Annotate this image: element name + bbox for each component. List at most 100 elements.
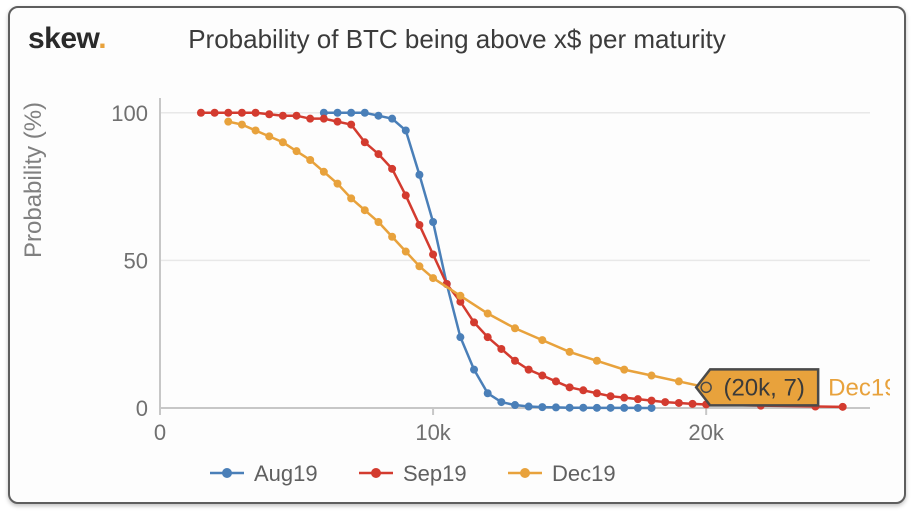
y-tick-label: 0	[136, 396, 148, 421]
series-marker-Dec19	[306, 156, 314, 164]
series-marker-Dec19	[566, 348, 574, 356]
y-axis-label: Probability (%)	[20, 102, 48, 258]
series-marker-Sep19	[388, 165, 396, 173]
series-marker-Aug19	[497, 398, 505, 406]
y-tick-label: 50	[124, 248, 148, 273]
series-marker-Aug19	[361, 109, 369, 117]
series-marker-Sep19	[224, 109, 232, 117]
series-marker-Dec19	[374, 218, 382, 226]
series-marker-Aug19	[620, 404, 628, 412]
series-marker-Dec19	[456, 292, 464, 300]
series-marker-Dec19	[224, 118, 232, 126]
series-marker-Sep19	[648, 397, 656, 405]
series-marker-Aug19	[402, 126, 410, 134]
series-marker-Aug19	[566, 404, 574, 412]
series-marker-Sep19	[538, 372, 546, 380]
chart-title: Probability of BTC being above x$ per ma…	[10, 24, 904, 55]
callout-series-label: Dec19	[828, 374, 890, 401]
series-marker-Sep19	[197, 109, 205, 117]
series-marker-Sep19	[552, 377, 560, 385]
series-marker-Aug19	[579, 404, 587, 412]
series-marker-Sep19	[497, 345, 505, 353]
series-marker-Dec19	[429, 274, 437, 282]
series-marker-Sep19	[415, 221, 423, 229]
series-marker-Sep19	[361, 138, 369, 146]
series-marker-Sep19	[661, 398, 669, 406]
series-marker-Sep19	[306, 115, 314, 123]
series-marker-Aug19	[484, 389, 492, 397]
series-marker-Dec19	[238, 121, 246, 129]
series-marker-Aug19	[648, 404, 656, 412]
series-marker-Sep19	[265, 110, 273, 118]
legend-marker-Dec19	[520, 468, 530, 478]
series-marker-Sep19	[334, 118, 342, 126]
legend-label-Dec19[interactable]: Dec19	[552, 461, 616, 486]
chart-card: skew. Probability of BTC being above x$ …	[8, 6, 906, 504]
series-marker-Dec19	[675, 377, 683, 385]
x-tick-label: 20k	[688, 420, 724, 445]
series-marker-Aug19	[388, 115, 396, 123]
callout-marker	[701, 382, 711, 392]
callout-value: (20k, 7)	[723, 374, 804, 401]
series-marker-Sep19	[470, 318, 478, 326]
series-line-Dec19	[228, 122, 706, 388]
series-marker-Sep19	[279, 112, 287, 120]
chart-area: 0 50 100 0 10k 20k (20k, 7) Dec19 Aug19 Sep19 Dec1…	[70, 68, 890, 498]
series-marker-Dec19	[252, 126, 260, 134]
series-marker-Dec19	[293, 147, 301, 155]
series-marker-Aug19	[374, 112, 382, 120]
series-marker-Aug19	[415, 171, 423, 179]
series-marker-Dec19	[347, 194, 355, 202]
series-marker-Sep19	[293, 112, 301, 120]
series-marker-Sep19	[566, 383, 574, 391]
series-marker-Dec19	[648, 372, 656, 380]
series-marker-Aug19	[538, 403, 546, 411]
series-marker-Sep19	[402, 191, 410, 199]
series-marker-Sep19	[429, 250, 437, 258]
series-marker-Sep19	[579, 386, 587, 394]
series-marker-Dec19	[593, 357, 601, 365]
series-marker-Aug19	[334, 109, 342, 117]
series-marker-Sep19	[511, 357, 519, 365]
series-marker-Aug19	[470, 366, 478, 374]
series-marker-Aug19	[552, 403, 560, 411]
series-marker-Dec19	[388, 233, 396, 241]
series-marker-Aug19	[607, 404, 615, 412]
series-marker-Dec19	[279, 138, 287, 146]
series-marker-Sep19	[689, 400, 697, 408]
legend-label-Aug19[interactable]: Aug19	[254, 461, 318, 486]
series-marker-Dec19	[415, 262, 423, 270]
series-marker-Aug19	[634, 404, 642, 412]
legend-marker-Aug19	[222, 468, 232, 478]
legend-label-Sep19[interactable]: Sep19	[403, 461, 467, 486]
chart-svg: 0 50 100 0 10k 20k (20k, 7) Dec19 Aug19 Sep19 Dec1…	[70, 68, 890, 498]
series-marker-Sep19	[347, 121, 355, 129]
series-marker-Dec19	[538, 336, 546, 344]
series-marker-Sep19	[634, 395, 642, 403]
series-marker-Dec19	[265, 132, 273, 140]
x-tick-label: 10k	[415, 420, 451, 445]
series-marker-Aug19	[593, 404, 601, 412]
series-marker-Sep19	[252, 109, 260, 117]
series-marker-Dec19	[402, 248, 410, 256]
series-marker-Dec19	[361, 206, 369, 214]
series-marker-Sep19	[620, 394, 628, 402]
series-marker-Sep19	[593, 389, 601, 397]
x-tick-label: 0	[154, 420, 166, 445]
series-marker-Sep19	[675, 399, 683, 407]
series-marker-Dec19	[334, 180, 342, 188]
series-marker-Sep19	[238, 109, 246, 117]
series-marker-Aug19	[456, 333, 464, 341]
series-marker-Sep19	[525, 366, 533, 374]
y-tick-label: 100	[111, 101, 148, 126]
series-marker-Sep19	[374, 150, 382, 158]
series-marker-Sep19	[211, 109, 219, 117]
series-marker-Sep19	[607, 392, 615, 400]
series-marker-Dec19	[620, 366, 628, 374]
series-marker-Aug19	[511, 401, 519, 409]
series-marker-Sep19	[320, 115, 328, 123]
series-marker-Dec19	[511, 324, 519, 332]
series-marker-Aug19	[429, 218, 437, 226]
legend-marker-Sep19	[371, 468, 381, 478]
series-marker-Sep19	[484, 333, 492, 341]
